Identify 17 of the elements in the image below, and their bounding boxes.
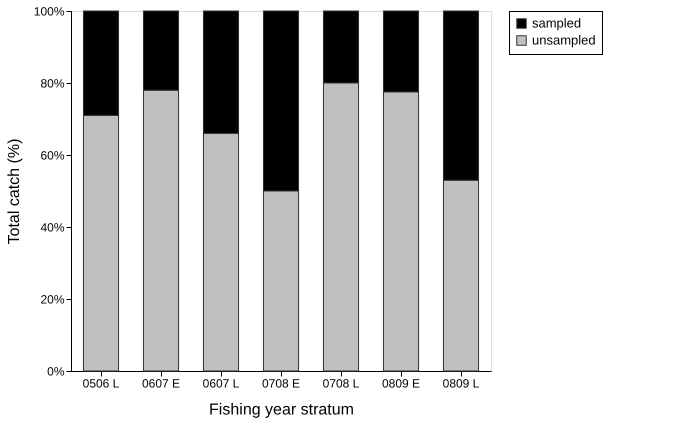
x-tick-label: 0809 L xyxy=(442,376,480,390)
x-tick-label: 0809 E xyxy=(382,376,420,390)
x-tick-label: 0607 E xyxy=(142,376,180,390)
x-tick-label: 0607 L xyxy=(202,376,240,390)
legend-label: sampled xyxy=(532,16,582,30)
y-axis-title: Total catch (%) xyxy=(6,138,23,244)
legend-label: unsampled xyxy=(532,32,596,48)
x-tick-label: 0708 E xyxy=(262,376,300,390)
y-tick-label: 40% xyxy=(40,220,65,234)
y-tick-label: 100% xyxy=(34,4,65,18)
x-tick-label: 0506 L xyxy=(82,376,120,390)
y-tick-label: 80% xyxy=(40,76,65,90)
x-tick-label: 0708 L xyxy=(322,376,360,390)
y-tick-label: 0% xyxy=(47,364,65,378)
x-axis-title: Fishing year stratum xyxy=(209,402,354,418)
y-tick-label: 20% xyxy=(40,292,65,306)
y-tick-label: 60% xyxy=(40,148,65,162)
